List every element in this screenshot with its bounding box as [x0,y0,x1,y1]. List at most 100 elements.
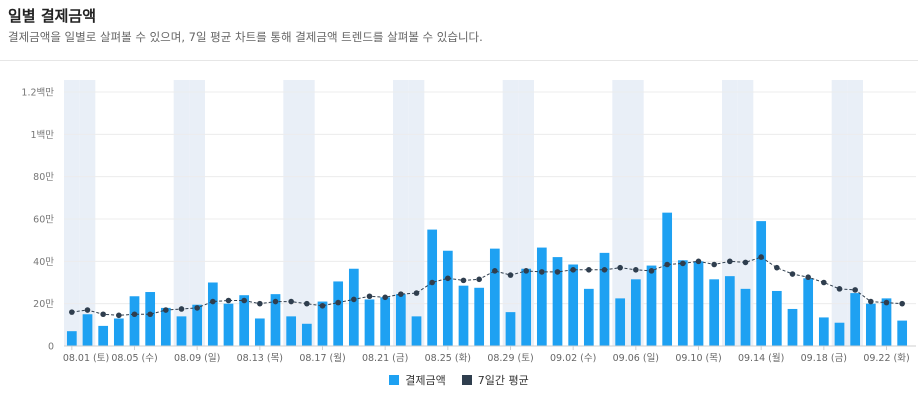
weekend-shade [79,80,96,346]
avg-point [225,297,232,304]
bar [740,288,751,346]
bar [82,314,93,346]
chart-legend: 결제금액 7일간 평균 [0,372,918,388]
bar [223,303,234,346]
bar [646,265,657,346]
avg-point [883,299,890,306]
bar [270,294,281,346]
avg-point [351,296,357,303]
weekend-shade [283,80,299,346]
bar [333,281,344,346]
bar [724,276,735,346]
weekend-shade [847,80,863,346]
bar [536,247,547,346]
avg-point [492,268,498,274]
avg-point [178,306,185,312]
avg-line [71,256,903,316]
bar [521,268,532,346]
bar [677,260,688,346]
avg-point [476,276,482,283]
x-tick-label: 09.10 (목) [675,353,721,364]
weekend-shade [189,80,205,346]
avg-point [742,259,749,266]
avg-point [727,258,733,265]
bar [771,290,782,346]
bar [583,288,594,346]
avg-point [210,298,216,305]
x-tick-label: 08.01 (토) [63,353,109,364]
bar [427,229,438,346]
bar [693,261,704,346]
avg-point [586,267,592,273]
avg-point [821,279,827,286]
avg-point [382,294,388,301]
legend-swatch-avg [461,375,472,385]
bar [850,293,861,346]
bar [98,325,109,346]
chart-header: 일별 결제금액 결제금액을 일별로 살펴볼 수 있으며, 7일 평균 차트를 통… [8,6,908,45]
avg-point [445,275,451,282]
y-tick-label: 20만 [33,299,54,310]
x-tick-label: 09.06 (일) [613,353,659,364]
y-tick-label: 60만 [33,215,54,226]
avg-point [116,312,122,319]
bar [317,301,328,346]
x-tick-label: 09.14 (월) [738,352,784,364]
y-tick-label: 40만 [33,257,54,268]
avg-point [163,307,169,313]
bar [348,268,359,346]
header-divider [0,60,918,61]
bar [145,292,156,346]
avg-point [868,298,874,305]
avg-point [194,305,200,311]
avg-point [789,271,796,277]
weekend-shade [408,80,425,346]
bar [239,295,250,346]
avg-point [758,254,764,260]
bar [207,282,218,346]
x-tick-label: 08.29 (토) [487,353,533,364]
avg-point [570,267,576,273]
x-tick-label: 08.25 (화) [425,353,471,364]
bar [662,212,673,346]
x-tick-label: 08.21 (금) [362,353,408,364]
avg-point [539,269,545,275]
bar [286,316,297,346]
avg-point [460,277,467,284]
avg-point [836,286,843,292]
x-tick-label: 08.13 (목) [237,353,283,364]
legend-item-bar[interactable]: 결제금액 [389,372,446,388]
avg-point [319,302,326,309]
weekend-shade [612,80,628,346]
page-subtitle: 결제금액을 일별로 살펴볼 수 있으며, 7일 평균 차트를 통해 결제금액 트… [8,30,483,44]
bar [411,316,422,346]
y-tick-label: 0 [48,342,54,353]
avg-point [272,298,279,305]
legend-item-avg[interactable]: 7일간 평균 [461,372,529,388]
bar [364,299,375,346]
bar [442,250,453,346]
avg-point [241,297,247,304]
bar [505,312,516,346]
bar [113,318,124,346]
bar [301,323,312,346]
avg-point [335,299,341,306]
bar [803,278,814,346]
avg-point [413,290,420,296]
avg-point [523,268,529,274]
avg-point [131,311,138,318]
bar [192,304,203,346]
bar [756,221,767,346]
avg-point [633,267,639,273]
x-tick-label: 08.09 (일) [174,353,220,364]
x-tick-label: 09.02 (수) [550,353,596,364]
weekend-shade [831,80,848,346]
page-title: 일별 결제금액 [8,7,97,25]
bar [881,298,892,346]
bar [380,297,391,346]
bar [489,248,500,346]
avg-point [664,261,670,268]
avg-point [601,267,608,273]
avg-point [695,258,702,265]
